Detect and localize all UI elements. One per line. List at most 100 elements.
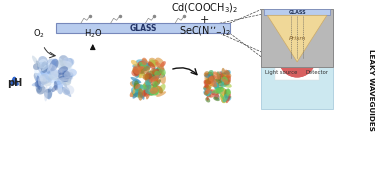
Ellipse shape (223, 96, 231, 102)
Text: SeC(N’’$_{-}$)$_2$: SeC(N’’$_{-}$)$_2$ (179, 24, 231, 38)
Ellipse shape (226, 88, 230, 96)
Ellipse shape (64, 71, 70, 79)
Ellipse shape (138, 84, 148, 91)
Ellipse shape (48, 74, 58, 81)
Ellipse shape (36, 61, 42, 69)
Ellipse shape (133, 83, 141, 91)
Ellipse shape (204, 91, 208, 95)
Ellipse shape (141, 63, 148, 70)
Ellipse shape (147, 84, 151, 90)
Ellipse shape (149, 75, 160, 82)
Ellipse shape (54, 78, 62, 85)
Ellipse shape (209, 89, 219, 95)
Ellipse shape (138, 70, 145, 76)
Ellipse shape (227, 89, 231, 95)
Ellipse shape (57, 82, 64, 94)
Ellipse shape (220, 87, 225, 91)
Ellipse shape (148, 84, 156, 90)
Ellipse shape (219, 93, 224, 100)
Ellipse shape (65, 58, 74, 67)
Ellipse shape (204, 87, 209, 93)
Ellipse shape (143, 86, 150, 93)
Ellipse shape (222, 82, 228, 86)
Ellipse shape (205, 79, 212, 86)
Ellipse shape (158, 74, 165, 78)
Ellipse shape (219, 83, 223, 91)
Ellipse shape (37, 71, 44, 78)
Ellipse shape (154, 79, 157, 86)
Ellipse shape (131, 87, 138, 94)
Ellipse shape (222, 76, 226, 80)
Ellipse shape (220, 90, 224, 95)
Ellipse shape (208, 70, 214, 77)
Ellipse shape (146, 71, 156, 79)
Ellipse shape (214, 79, 223, 83)
Ellipse shape (142, 90, 149, 97)
Ellipse shape (159, 71, 164, 78)
Ellipse shape (134, 80, 139, 89)
Ellipse shape (42, 65, 52, 75)
Ellipse shape (203, 90, 212, 96)
Ellipse shape (206, 93, 211, 97)
Ellipse shape (136, 59, 147, 66)
Ellipse shape (138, 88, 143, 101)
Ellipse shape (206, 85, 211, 90)
Ellipse shape (226, 94, 231, 103)
Ellipse shape (38, 59, 47, 68)
Ellipse shape (41, 64, 48, 75)
Ellipse shape (222, 68, 226, 78)
Ellipse shape (52, 85, 57, 92)
Ellipse shape (149, 59, 156, 67)
Ellipse shape (206, 90, 212, 96)
Ellipse shape (139, 66, 150, 74)
Ellipse shape (221, 95, 229, 103)
Ellipse shape (62, 85, 74, 95)
Ellipse shape (139, 65, 146, 74)
Ellipse shape (137, 61, 146, 69)
Ellipse shape (133, 67, 139, 76)
Ellipse shape (47, 66, 53, 72)
Ellipse shape (59, 59, 67, 67)
Ellipse shape (220, 81, 227, 87)
Ellipse shape (149, 58, 158, 67)
Ellipse shape (142, 66, 150, 71)
Ellipse shape (36, 85, 46, 95)
Text: LEAKY WAVEGUIDES: LEAKY WAVEGUIDES (367, 49, 373, 131)
Ellipse shape (204, 80, 212, 84)
Ellipse shape (150, 68, 157, 74)
Ellipse shape (154, 71, 160, 77)
Ellipse shape (50, 70, 61, 78)
Ellipse shape (44, 86, 48, 101)
Ellipse shape (145, 90, 155, 95)
Text: Light source: Light source (265, 70, 298, 75)
Ellipse shape (214, 94, 220, 100)
Ellipse shape (57, 66, 68, 75)
Ellipse shape (221, 79, 229, 85)
Ellipse shape (212, 88, 220, 93)
Ellipse shape (150, 87, 158, 94)
Ellipse shape (63, 74, 71, 83)
Ellipse shape (133, 66, 141, 75)
Ellipse shape (215, 90, 223, 94)
Ellipse shape (58, 73, 69, 82)
Ellipse shape (156, 66, 161, 75)
Ellipse shape (62, 87, 71, 97)
Ellipse shape (226, 74, 229, 84)
Ellipse shape (138, 64, 147, 71)
Ellipse shape (54, 76, 64, 83)
Ellipse shape (146, 90, 150, 99)
Ellipse shape (132, 79, 140, 86)
Ellipse shape (65, 72, 73, 80)
Ellipse shape (225, 96, 230, 98)
Ellipse shape (155, 78, 160, 84)
Ellipse shape (32, 56, 40, 67)
Ellipse shape (209, 76, 213, 81)
Ellipse shape (145, 79, 152, 85)
Ellipse shape (40, 74, 51, 86)
Ellipse shape (214, 93, 219, 99)
Text: Detector: Detector (306, 70, 329, 75)
Ellipse shape (45, 88, 52, 93)
Ellipse shape (64, 89, 70, 94)
Ellipse shape (152, 81, 158, 86)
Ellipse shape (145, 74, 156, 82)
